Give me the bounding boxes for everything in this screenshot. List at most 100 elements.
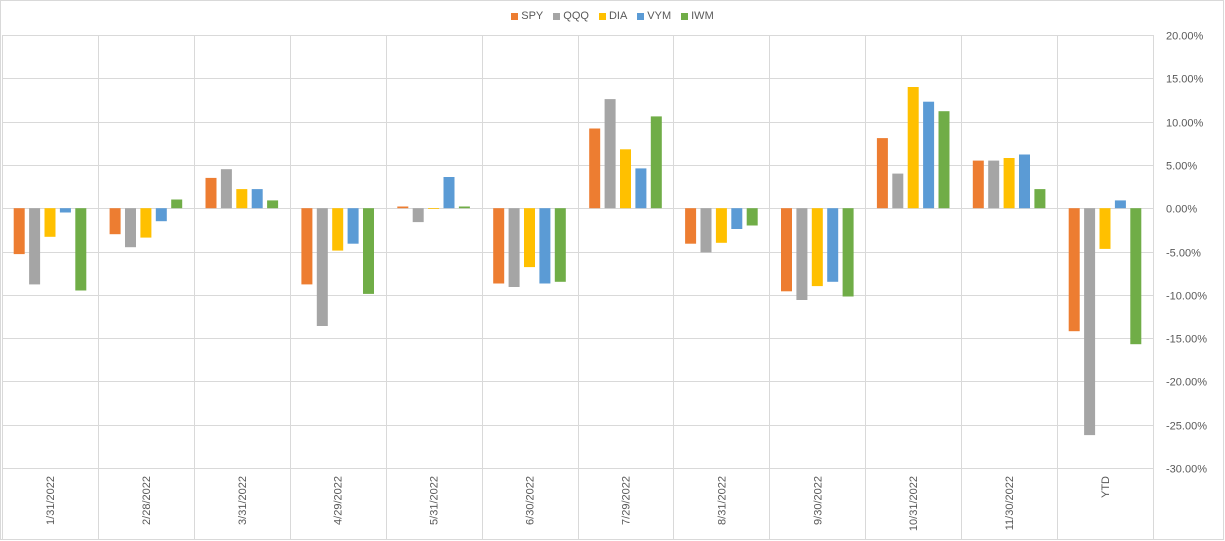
bar-iwm [650,116,662,209]
bar-spy [685,208,697,244]
x-tick-label: 6/30/2022 [525,476,537,525]
bar-dia [236,189,248,209]
legend-label: IWM [691,10,714,22]
bar-vym [923,101,935,209]
legend-swatch [553,12,561,20]
legend-item-vym: VYM [637,10,671,22]
bar-iwm [75,208,87,291]
bar-dia [332,208,344,251]
legend-label: SPY [521,10,544,22]
y-tick-label: 0.00% [1166,204,1197,216]
bar-spy [876,138,888,209]
legend-swatch [511,12,519,20]
bar-spy [589,128,601,209]
bar-qqq [1084,208,1096,436]
bar-qqq [796,208,808,300]
bar-qqq [604,99,616,209]
legend-label: QQQ [563,10,589,22]
legend-item-spy: SPY [511,10,543,22]
legend-swatch [681,12,689,20]
bar-vym [1019,154,1030,209]
y-tick-label: -10.00% [1166,291,1207,303]
bar-vym [1114,200,1126,209]
bar-spy [493,208,505,284]
bar-iwm [267,200,279,209]
x-tick-label: YTD [1100,476,1112,498]
x-tick-label: 8/31/2022 [716,476,728,525]
bar-iwm [746,208,758,226]
bar-iwm [171,199,183,209]
bar-vym [59,208,71,213]
y-tick-label: -15.00% [1166,334,1207,346]
bar-qqq [220,169,232,209]
legend-swatch [637,12,645,20]
bar-qqq [892,173,904,209]
legend-item-dia: DIA [598,10,628,22]
bar-qqq [988,160,1000,209]
bar-vym [539,208,551,284]
x-tick-label: 4/29/2022 [333,476,345,525]
bar-qqq [29,208,41,285]
y-tick-label: 15.00% [1166,74,1204,86]
bar-qqq [700,208,712,253]
bar-spy [781,208,792,292]
legend-item-qqq: QQQ [553,10,589,22]
bar-spy [301,208,313,285]
bar-vym [155,208,167,222]
bar-vym [827,208,839,282]
y-tick-label: 5.00% [1166,161,1197,173]
legend-item-iwm: IWM [681,10,714,22]
bar-vym [347,208,359,244]
x-tick-label: 1/31/2022 [45,476,57,525]
bar-dia [524,208,535,268]
bar-dia [811,208,823,287]
bar-spy [205,177,217,209]
x-tick-label: 11/30/2022 [1004,476,1016,530]
legend-swatch [598,12,606,20]
y-tick-label: 20.00% [1166,31,1204,43]
bar-spy [13,208,25,255]
bar-qqq [316,208,328,326]
bar-dia [715,208,727,243]
bar-spy [1068,208,1080,332]
x-tick-label: 9/30/2022 [812,476,824,525]
bar-vym [635,168,647,209]
bar-qqq [412,208,424,223]
legend-label: DIA [608,10,628,22]
bar-iwm [458,206,470,209]
bar-dia [428,208,440,209]
y-tick-label: -30.00% [1166,464,1207,476]
bar-dia [140,208,152,238]
bar-dia [44,208,56,237]
bar-dia [1003,158,1015,209]
bar-spy [109,208,121,235]
bar-vym [443,177,455,209]
y-tick-label: 10.00% [1166,118,1204,130]
bar-iwm [1034,189,1046,209]
x-tick-label: 10/31/2022 [908,476,920,531]
bar-spy [397,206,409,209]
bar-qqq [125,208,136,248]
x-tick-label: 5/31/2022 [429,476,441,525]
bar-spy [972,160,984,209]
bar-vym [731,208,743,229]
bar-iwm [842,208,854,297]
bar-iwm [554,208,566,282]
bar-iwm [363,208,374,294]
bar-dia [1099,208,1111,249]
y-tick-label: -20.00% [1166,377,1207,389]
bar-iwm [938,111,950,209]
legend: SPY QQQ DIA VYM IWM [0,10,1225,22]
x-tick-label: 2/28/2022 [141,476,153,525]
x-tick-label: 3/31/2022 [237,476,249,525]
bar-vym [251,189,263,209]
legend-label: VYM [647,10,672,22]
bar-iwm [1130,208,1142,345]
y-tick-label: -25.00% [1166,421,1207,433]
x-tick-label: 7/29/2022 [620,476,632,525]
bar-dia [907,87,919,209]
bar-dia [620,149,631,209]
y-tick-label: -5.00% [1166,248,1201,260]
